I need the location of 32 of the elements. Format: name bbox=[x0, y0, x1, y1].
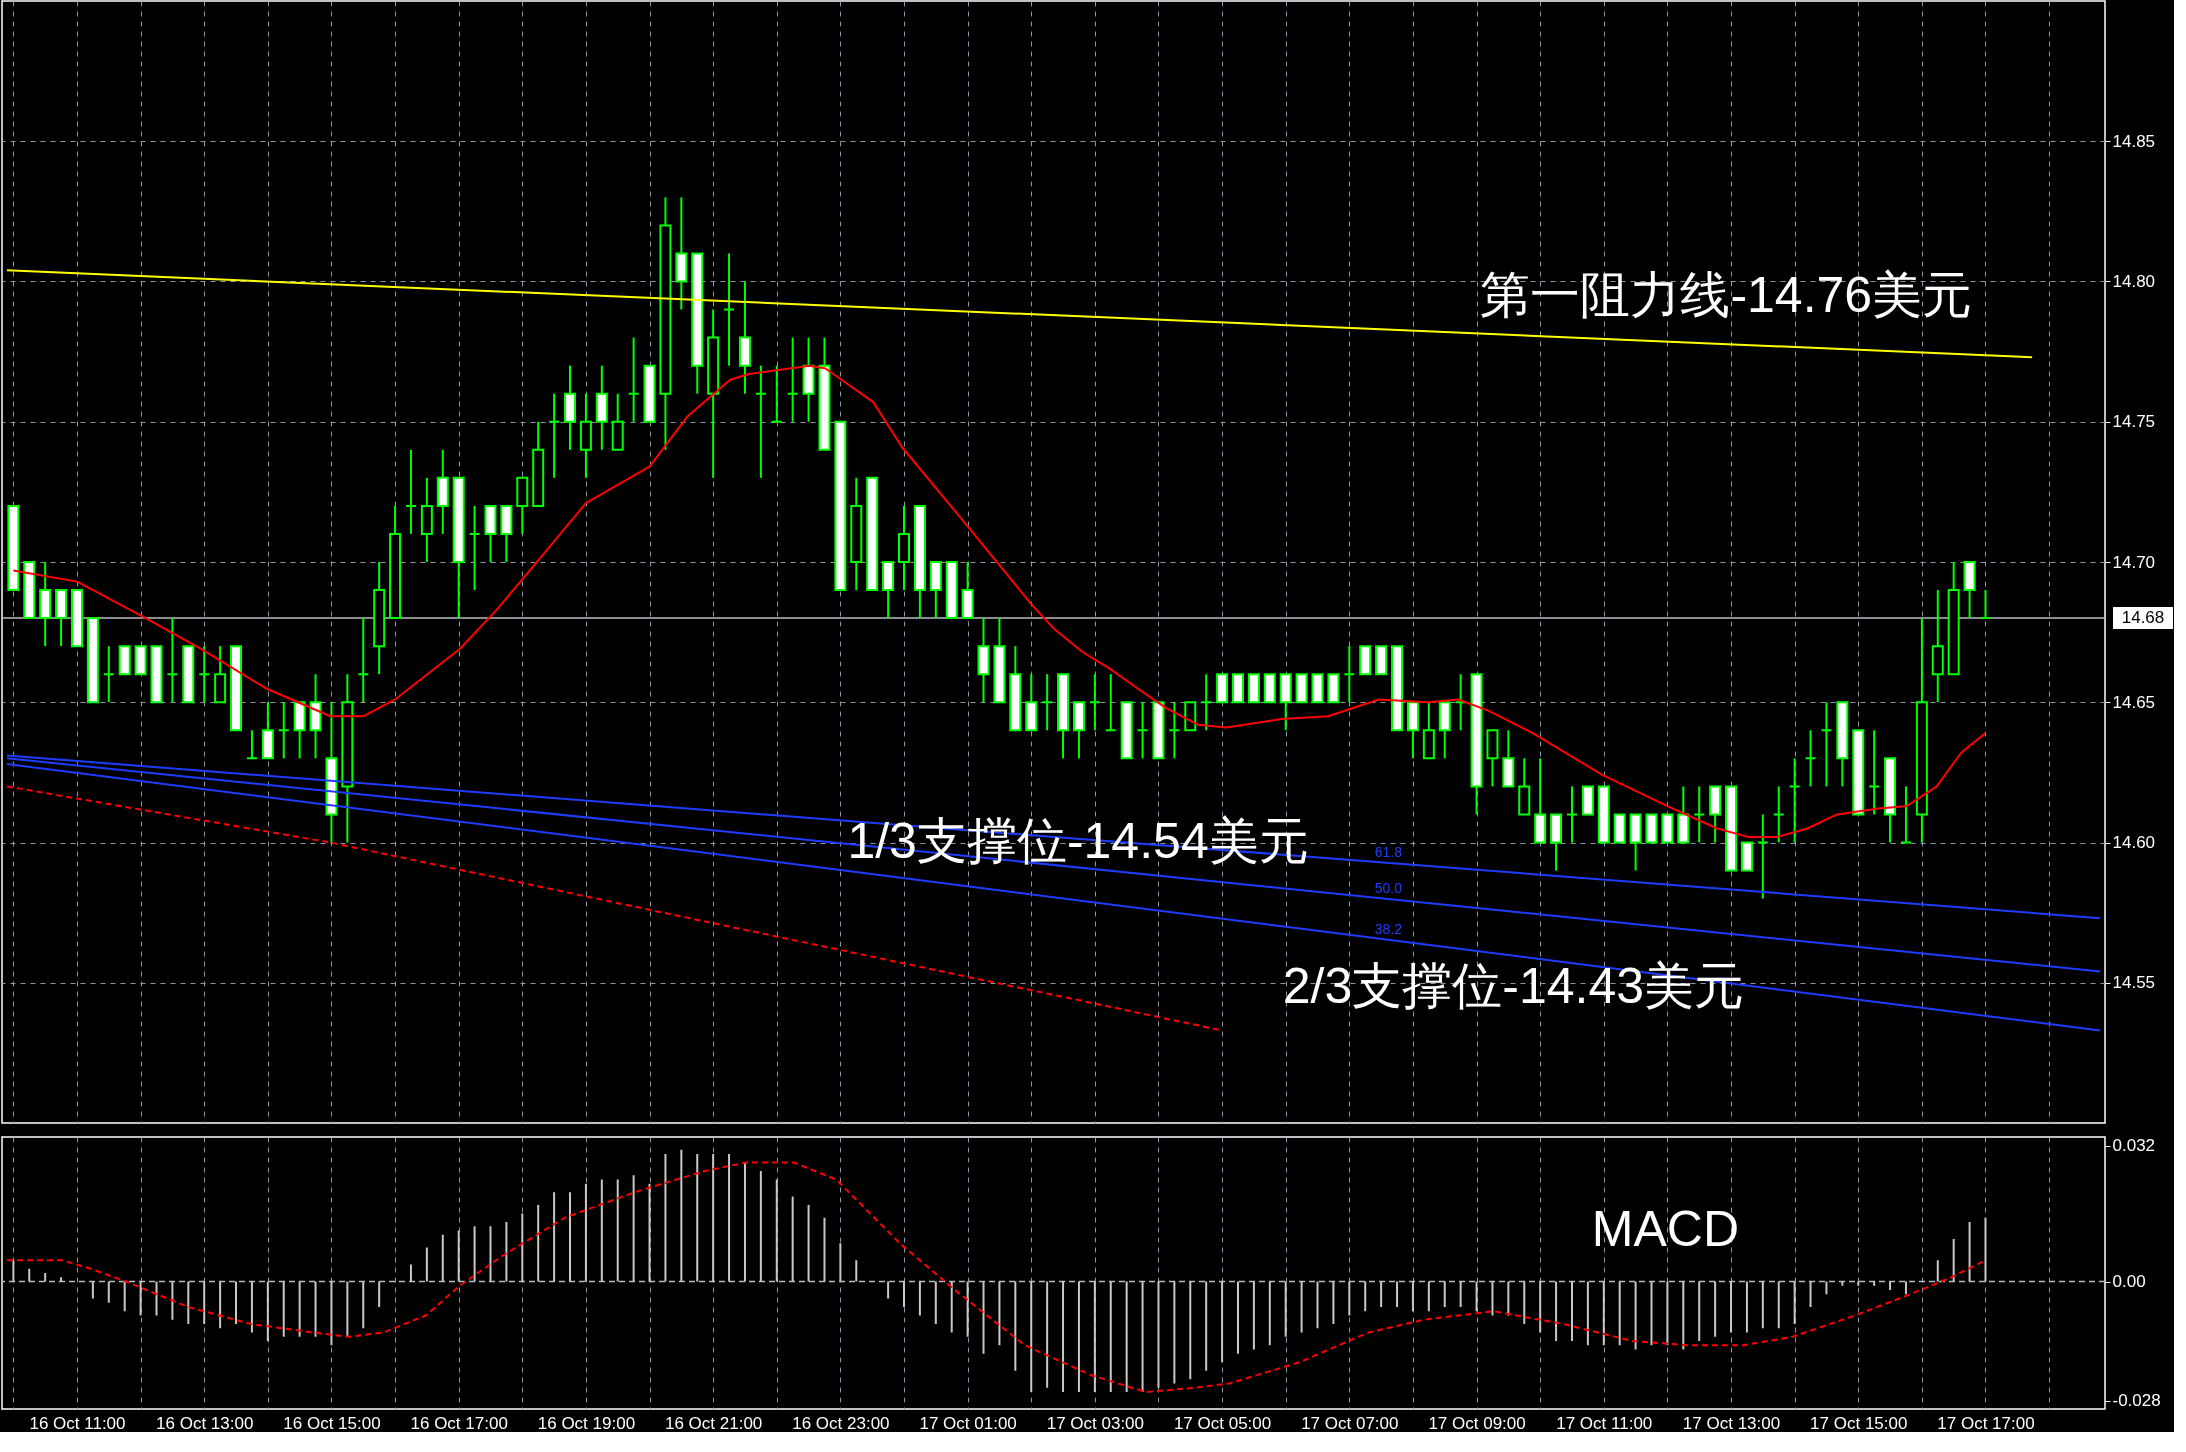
y-tick-label: 14.65 bbox=[2112, 692, 2156, 712]
y-tick-label: 0.032 bbox=[2112, 1136, 2156, 1155]
series-label: 38.2 bbox=[1374, 920, 1403, 937]
y-tick-label: 14.75 bbox=[2112, 412, 2156, 432]
y-tick-label: 14.70 bbox=[2112, 552, 2156, 572]
x-tick-label: 16 Oct 23:00 bbox=[792, 1413, 890, 1433]
x-tick-label: 17 Oct 03:00 bbox=[1046, 1413, 1145, 1433]
x-tick-label: 16 Oct 15:00 bbox=[283, 1413, 381, 1433]
x-tick-label: 16 Oct 19:00 bbox=[537, 1413, 636, 1433]
x-tick-label: 17 Oct 07:00 bbox=[1301, 1413, 1399, 1433]
annotation: MACD bbox=[1591, 1201, 1740, 1258]
y-tick-label: 0.00 bbox=[2112, 1272, 2146, 1291]
series-label: 61.8 bbox=[1374, 843, 1403, 860]
y-tick-label: 14.55 bbox=[2112, 973, 2156, 993]
ref-line-label: 14.68 bbox=[2121, 608, 2165, 628]
x-tick-label: 17 Oct 17:00 bbox=[1937, 1413, 2035, 1433]
series-label: 50.0 bbox=[1374, 880, 1403, 897]
y-tick-label: 14.80 bbox=[2112, 272, 2156, 291]
x-tick-label: 16 Oct 21:00 bbox=[664, 1413, 763, 1433]
x-tick-label: 17 Oct 13:00 bbox=[1682, 1413, 1781, 1433]
x-tick-label: 16 Oct 11:00 bbox=[29, 1413, 126, 1433]
y-tick-label: 14.60 bbox=[2112, 833, 2156, 852]
x-tick-label: 17 Oct 05:00 bbox=[1173, 1413, 1272, 1433]
y-tick-label: -0.028 bbox=[2112, 1391, 2161, 1410]
x-tick-label: 17 Oct 09:00 bbox=[1428, 1413, 1526, 1433]
x-tick-label: 16 Oct 17:00 bbox=[410, 1413, 508, 1433]
x-tick-label: 17 Oct 15:00 bbox=[1810, 1413, 1908, 1433]
x-tick-label: 16 Oct 13:00 bbox=[156, 1413, 254, 1433]
x-tick-label: 17 Oct 01:00 bbox=[919, 1413, 1017, 1433]
y-tick-label: 14.85 bbox=[2112, 131, 2156, 151]
x-tick-label: 17 Oct 11:00 bbox=[1556, 1413, 1653, 1433]
annotation: 第一阻力线-14.76美元 bbox=[1480, 267, 1973, 324]
